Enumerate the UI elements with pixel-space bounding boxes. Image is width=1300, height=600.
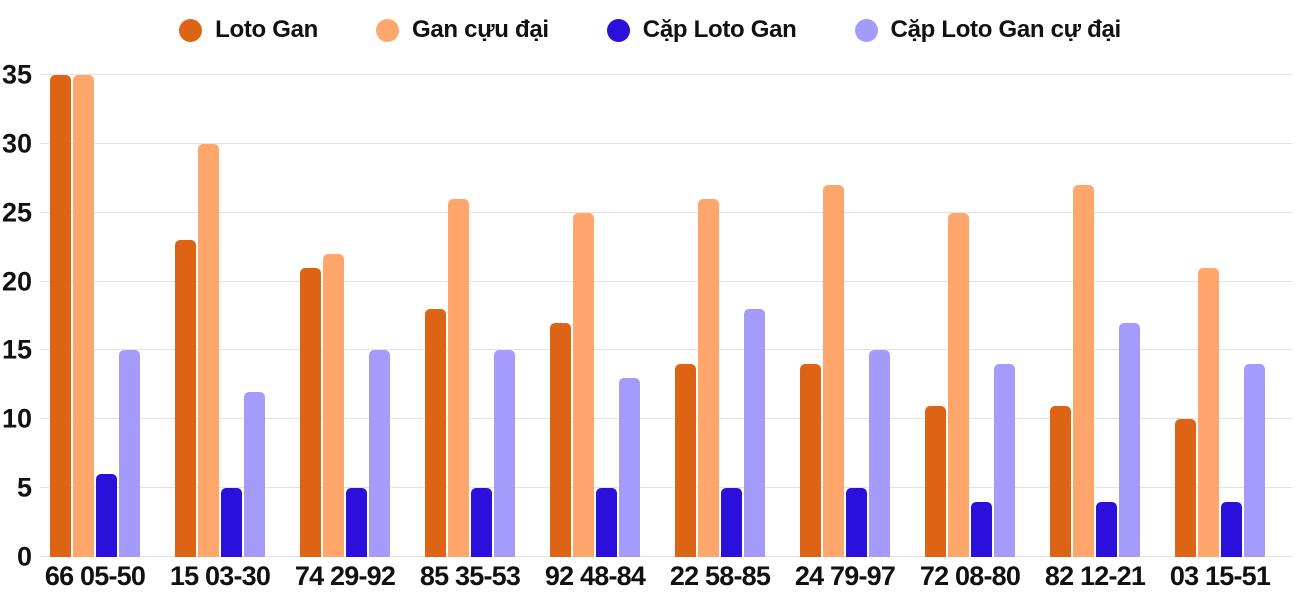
bar[interactable] (1096, 501, 1117, 557)
bar[interactable] (369, 350, 390, 557)
bar[interactable] (1073, 185, 1094, 557)
bar[interactable] (425, 309, 446, 557)
bar[interactable] (823, 185, 844, 557)
x-category-label: 85 35-53 (419, 561, 521, 591)
bar-group: 22 58-85 (670, 198, 771, 590)
bar[interactable] (96, 474, 117, 557)
legend-item: Cặp Loto Gan (606, 16, 797, 44)
bar[interactable] (925, 405, 946, 557)
y-tick-label: 30 (1, 128, 32, 159)
x-category-label: 15 03-30 (169, 561, 271, 591)
gridline (40, 487, 1292, 489)
bar[interactable] (471, 488, 492, 557)
bar-group: 72 08-80 (920, 212, 1021, 590)
y-tick-label: 25 (1, 197, 32, 228)
legend-label: Loto Gan (215, 16, 319, 43)
bar[interactable] (675, 364, 696, 557)
bar[interactable] (573, 212, 594, 557)
gridline (40, 211, 1292, 213)
legend-dot-icon (854, 18, 878, 42)
y-tick-label: 5 (16, 472, 32, 503)
gridline (40, 280, 1292, 282)
legend-item: Gan cựu đại (376, 16, 549, 44)
y-tick-label: 20 (1, 266, 32, 297)
gridline (40, 349, 1292, 351)
bar[interactable] (869, 350, 890, 557)
x-category-label: 03 15-51 (1169, 561, 1271, 591)
y-axis: 0 5 10 15 20 25 30 35 (0, 61, 40, 570)
bar[interactable] (221, 488, 242, 557)
legend-dot-icon (376, 18, 400, 42)
bar[interactable] (323, 254, 344, 557)
bar[interactable] (73, 75, 94, 557)
bar[interactable] (800, 364, 821, 557)
gridline (40, 142, 1292, 144)
x-category-label: 72 08-80 (919, 561, 1021, 591)
x-category-label: 74 29-92 (294, 561, 396, 591)
gridline (40, 418, 1292, 420)
bar[interactable] (948, 212, 969, 557)
legend-label: Cặp Loto Gan cự đại (890, 16, 1122, 43)
bar[interactable] (1050, 405, 1071, 557)
legend-item: Loto Gan (179, 16, 318, 44)
bar-group: 15 03-30 (170, 143, 271, 590)
bar-groups-container: 66 05-50 15 03-30 74 29-92 85 35-53 92 48-84… (45, 75, 1292, 590)
bar[interactable] (198, 143, 219, 557)
x-category-label: 92 48-84 (544, 561, 646, 591)
bar[interactable] (300, 267, 321, 557)
bar[interactable] (994, 364, 1015, 557)
bar-group: 24 79-97 (795, 185, 896, 590)
bar[interactable] (619, 377, 640, 557)
bar[interactable] (744, 309, 765, 557)
bar-group: 66 05-50 (45, 75, 146, 590)
bar[interactable] (1221, 501, 1242, 557)
x-category-label: 24 79-97 (794, 561, 896, 591)
y-tick-label: 0 (16, 541, 32, 572)
legend-dot-icon (606, 18, 630, 42)
bar[interactable] (1244, 364, 1265, 557)
legend-dot-icon (179, 18, 203, 42)
bar[interactable] (346, 488, 367, 557)
y-tick-label: 35 (1, 59, 32, 90)
gridline (40, 74, 1292, 75)
bar[interactable] (698, 198, 719, 557)
chart-legend: Loto Gan Gan cựu đại Cặp Loto Gan Cặp Loto … (0, 8, 1300, 52)
bar[interactable] (846, 488, 867, 557)
bar[interactable] (175, 240, 196, 557)
legend-label: Gan cựu đại (412, 16, 549, 43)
bar[interactable] (244, 391, 265, 557)
bar[interactable] (550, 322, 571, 557)
bar[interactable] (119, 350, 140, 557)
plot-area: 66 05-50 15 03-30 74 29-92 85 35-53 92 48-84… (40, 74, 1292, 590)
bar[interactable] (596, 488, 617, 557)
x-category-label: 82 12-21 (1044, 561, 1146, 591)
bar[interactable] (448, 198, 469, 557)
x-category-label: 22 58-85 (669, 561, 771, 591)
bar-group: 92 48-84 (545, 212, 646, 590)
x-category-label: 66 05-50 (44, 561, 146, 591)
y-tick-label: 10 (1, 403, 32, 434)
bar[interactable] (1119, 322, 1140, 557)
bar[interactable] (494, 350, 515, 557)
legend-label: Cặp Loto Gan (642, 16, 797, 43)
bar[interactable] (971, 501, 992, 557)
bar-group: 03 15-51 (1170, 267, 1271, 590)
bar[interactable] (1175, 419, 1196, 557)
y-tick-label: 15 (1, 334, 32, 365)
bar-group: 82 12-21 (1045, 185, 1146, 590)
bar[interactable] (50, 75, 71, 557)
bar-group: 85 35-53 (420, 198, 521, 590)
gridline (40, 556, 1292, 557)
bar-group: 74 29-92 (295, 254, 396, 590)
bar[interactable] (721, 488, 742, 557)
legend-item: Cặp Loto Gan cự đại (854, 16, 1122, 44)
bar[interactable] (1198, 267, 1219, 557)
